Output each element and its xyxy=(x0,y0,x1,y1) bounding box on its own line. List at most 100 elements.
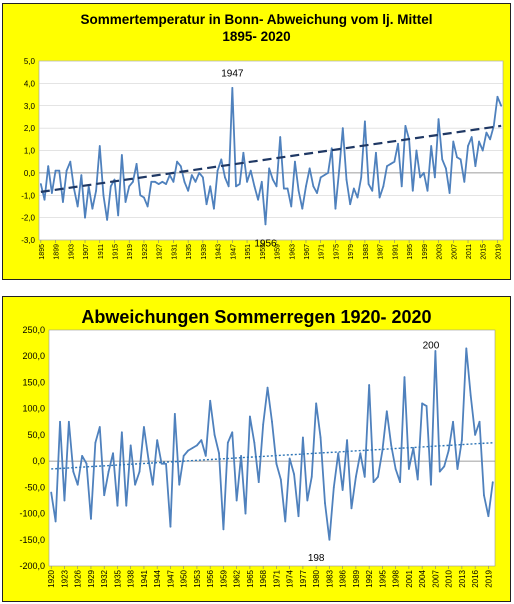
x-tick-label: 1968 xyxy=(259,569,268,587)
data-point xyxy=(168,174,171,177)
data-point xyxy=(98,145,101,147)
data-point xyxy=(218,452,220,455)
data-point xyxy=(257,198,260,201)
data-point xyxy=(433,176,436,179)
data-point xyxy=(224,176,226,179)
data-point xyxy=(492,124,495,127)
data-point xyxy=(385,410,388,413)
data-point xyxy=(91,207,94,210)
data-point xyxy=(378,196,381,199)
data-point xyxy=(286,187,289,190)
annotation-label: 1956 xyxy=(254,239,277,250)
data-point xyxy=(54,169,57,172)
data-point xyxy=(156,439,159,442)
x-tick-label: 1991 xyxy=(392,244,399,260)
data-point xyxy=(312,185,315,188)
data-point xyxy=(310,475,313,478)
data-point xyxy=(125,504,128,507)
x-tick-label: 1947 xyxy=(230,244,237,260)
data-point xyxy=(422,171,425,174)
data-point xyxy=(246,180,248,183)
data-point xyxy=(481,149,484,152)
data-point xyxy=(63,499,66,502)
x-tick-label: 1979 xyxy=(348,244,355,260)
x-tick-label: 1915 xyxy=(112,244,119,260)
data-point xyxy=(151,483,154,486)
data-point xyxy=(260,180,263,183)
data-point xyxy=(337,452,340,455)
data-point xyxy=(204,454,207,457)
x-tick-label: 1987 xyxy=(378,244,385,260)
data-point xyxy=(412,447,415,449)
data-point xyxy=(146,205,149,208)
y-tick-label: -2,0 xyxy=(21,214,35,223)
data-point xyxy=(43,198,46,201)
data-point xyxy=(334,207,337,210)
data-point xyxy=(327,171,329,174)
data-point xyxy=(368,384,371,386)
x-tick-label: 1995 xyxy=(407,244,414,260)
annotation-label: 1947 xyxy=(221,69,244,80)
x-tick-label: 2001 xyxy=(405,569,414,587)
data-point xyxy=(172,180,175,183)
data-point xyxy=(249,415,251,418)
data-point xyxy=(150,180,153,183)
data-point xyxy=(434,350,437,352)
data-point xyxy=(182,454,185,457)
data-point xyxy=(316,192,318,194)
x-tick-label: 2019 xyxy=(484,569,493,587)
data-point xyxy=(253,185,256,188)
data-point xyxy=(394,468,397,470)
data-point xyxy=(301,207,304,210)
data-point xyxy=(288,457,291,460)
x-tick-label: 1999 xyxy=(422,244,429,260)
data-point xyxy=(359,452,362,455)
x-tick-label: 1947 xyxy=(166,569,175,587)
data-point xyxy=(474,165,477,168)
data-point xyxy=(323,174,326,177)
y-tick-label: 4,0 xyxy=(24,79,36,88)
data-point xyxy=(399,481,401,483)
data-point xyxy=(430,483,432,486)
data-point xyxy=(200,439,203,442)
data-point xyxy=(489,138,492,141)
data-point xyxy=(76,205,79,208)
data-point xyxy=(139,194,142,197)
data-point xyxy=(160,462,163,465)
data-point xyxy=(196,444,198,447)
y-tick-label: -150,0 xyxy=(19,535,45,545)
x-tick-label: 1971 xyxy=(319,244,326,260)
data-point xyxy=(264,223,267,226)
data-point xyxy=(271,178,274,181)
data-point xyxy=(138,470,141,473)
data-point xyxy=(176,160,179,163)
data-point xyxy=(120,154,123,156)
y-tick-label: 100,0 xyxy=(22,404,45,414)
data-point xyxy=(346,439,348,442)
data-point xyxy=(294,160,296,163)
data-point xyxy=(271,420,273,423)
data-point xyxy=(360,176,363,179)
x-tick-label: 1971 xyxy=(272,569,281,587)
data-point xyxy=(50,491,53,494)
data-point xyxy=(282,187,285,190)
data-point xyxy=(169,525,172,528)
data-point xyxy=(496,95,499,98)
data-point xyxy=(147,457,150,460)
x-tick-label: 2016 xyxy=(471,569,480,587)
data-point xyxy=(328,538,331,541)
data-point xyxy=(293,473,295,476)
y-tick-label: -100,0 xyxy=(19,509,45,519)
data-point xyxy=(231,431,234,434)
rain-chart-title: Abweichungen Sommerregen 1920- 2020 xyxy=(81,307,432,327)
data-point xyxy=(297,189,300,192)
data-point xyxy=(191,447,194,449)
data-point xyxy=(411,189,414,192)
data-point xyxy=(209,185,212,188)
data-point xyxy=(319,176,322,179)
data-point xyxy=(135,163,138,165)
data-point xyxy=(371,189,374,192)
x-tick-label: 1956 xyxy=(206,569,215,587)
x-tick-label: 2013 xyxy=(458,569,467,587)
data-point xyxy=(134,483,137,486)
